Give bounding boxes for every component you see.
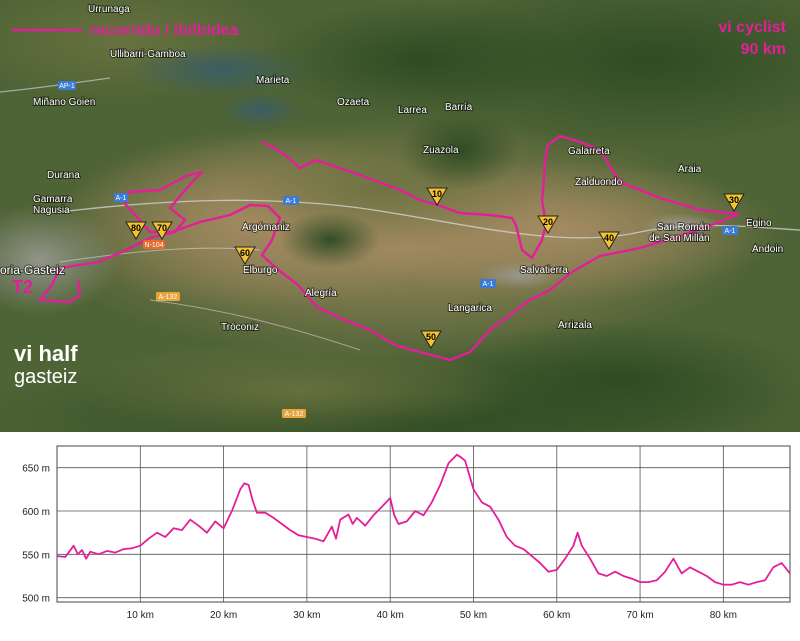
elevation-line xyxy=(56,453,791,586)
y-tick-label: 650 m xyxy=(22,464,50,475)
brand-line1: vi half xyxy=(14,341,78,366)
legend-route-label: recorrido / ibilbidea xyxy=(90,22,239,39)
km-marker-label: 60 xyxy=(240,248,250,258)
y-tick-label: 550 m xyxy=(22,550,50,561)
x-tick-label: 60 km xyxy=(543,610,570,621)
road-badge-text: A-1 xyxy=(116,195,127,202)
road-badges: AP-1 A-1 A-1 A-1 A-1 N-104 A-132 A-132 xyxy=(58,81,738,418)
event-name: vi cyclist xyxy=(718,19,786,36)
road-badge-a1 xyxy=(114,193,128,202)
road-badge-text: A-132 xyxy=(285,411,304,418)
place-label: oria-Gasteiz xyxy=(0,263,65,277)
road-badge-text: A-1 xyxy=(286,198,297,205)
chart-axes: 10 km 20 km 30 km 40 km 50 km 60 km 70 km 80 km… xyxy=(22,464,737,621)
event-distance: 90 km xyxy=(741,41,786,58)
elevation-profile: 10 km 20 km 30 km 40 km 50 km 60 km 70 km 80 km… xyxy=(0,432,800,636)
road-badge-text: A-132 xyxy=(159,294,178,301)
place-label: San Román xyxy=(657,222,710,233)
place-label: Alegría xyxy=(305,288,337,299)
elevation-chart: 10 km 20 km 30 km 40 km 50 km 60 km 70 km 80 km… xyxy=(22,445,791,621)
km-marker-label: 70 xyxy=(157,223,167,233)
x-tick-label: 70 km xyxy=(626,610,653,621)
place-label: Nagusia xyxy=(33,205,70,216)
place-label: Gamarra xyxy=(33,194,73,205)
road-badge-text: AP-1 xyxy=(59,83,75,90)
road-badge-a1 xyxy=(722,226,738,235)
place-label: Larrea xyxy=(398,105,427,116)
road-badge-a1 xyxy=(283,196,299,205)
map-canvas: recorrido / ibilbidea vi cyclist 90 km v… xyxy=(0,0,800,432)
place-label: Urrunaga xyxy=(88,4,130,15)
place-label: Andoin xyxy=(752,244,783,255)
y-tick-label: 500 m xyxy=(22,594,50,605)
x-tick-label: 80 km xyxy=(710,610,737,621)
place-label: Durana xyxy=(47,170,80,181)
road-badge-a132 xyxy=(156,292,180,301)
place-label: Tróconiz xyxy=(221,322,259,333)
place-label: Ullibarri-Gamboa xyxy=(110,49,186,60)
place-label: Egino xyxy=(746,218,772,229)
place-label: Marieta xyxy=(256,75,290,86)
road-badge-n104 xyxy=(143,240,165,249)
x-tick-label: 10 km xyxy=(127,610,154,621)
place-label: Zuazola xyxy=(423,145,459,156)
brand-line2: gasteiz xyxy=(14,366,77,388)
road-badge-ap1 xyxy=(58,81,76,90)
km-marker-label: 80 xyxy=(131,223,141,233)
km-markers: 10 20 30 40 50 60 xyxy=(125,187,745,349)
x-tick-label: 50 km xyxy=(460,610,487,621)
place-label: Argómaniz xyxy=(242,222,290,233)
y-tick-label: 600 m xyxy=(22,507,50,518)
km-marker-label: 50 xyxy=(426,332,436,342)
place-label: Elburgo xyxy=(243,265,278,276)
route-start-loop xyxy=(37,267,82,304)
km-marker: 30 xyxy=(723,193,745,212)
km-marker: 70 xyxy=(151,221,173,240)
transition-label: T2 xyxy=(12,277,33,297)
road-badge-text: A-1 xyxy=(725,228,736,235)
road-badge-a132 xyxy=(282,409,306,418)
km-marker-label: 40 xyxy=(604,233,614,243)
km-marker-label: 10 xyxy=(432,189,442,199)
x-tick-label: 30 km xyxy=(293,610,320,621)
road-badge-a1 xyxy=(480,279,496,288)
satellite-map[interactable]: recorrido / ibilbidea vi cyclist 90 km v… xyxy=(0,0,800,432)
reservoir xyxy=(130,44,310,96)
chart-series xyxy=(56,453,791,586)
km-marker: 80 xyxy=(125,221,147,240)
x-tick-label: 20 km xyxy=(210,610,237,621)
place-label: Salvatierra xyxy=(520,265,568,276)
km-marker: 20 xyxy=(537,215,559,234)
place-label: Barría xyxy=(445,102,473,113)
road-badge-text: A-1 xyxy=(483,281,494,288)
road-a132 xyxy=(149,299,361,351)
km-marker-label: 20 xyxy=(543,217,553,227)
chart-grid xyxy=(56,445,791,603)
chart-frame xyxy=(56,445,791,603)
km-marker: 10 xyxy=(426,187,448,206)
place-label: Miñano Goien xyxy=(33,97,95,108)
place-labels: Urrunaga Ullibarri-Gamboa Miñano Goien M… xyxy=(0,3,784,334)
place-label: Zalduondo xyxy=(575,177,623,188)
road-badge-text: N-104 xyxy=(144,242,163,249)
route-line xyxy=(59,134,740,362)
place-label: de San Millán xyxy=(649,233,710,244)
x-tick-label: 40 km xyxy=(377,610,404,621)
place-label: Ozaeta xyxy=(337,97,370,108)
city-area xyxy=(0,205,120,315)
km-marker: 50 xyxy=(420,330,442,349)
km-marker: 40 xyxy=(598,231,620,250)
place-label: Arrizala xyxy=(558,320,592,331)
km-marker: 60 xyxy=(234,246,256,265)
place-label: Galarreta xyxy=(568,146,610,157)
place-label: Araia xyxy=(678,164,702,175)
km-marker-label: 30 xyxy=(729,195,739,205)
place-label: Langarica xyxy=(448,303,492,314)
